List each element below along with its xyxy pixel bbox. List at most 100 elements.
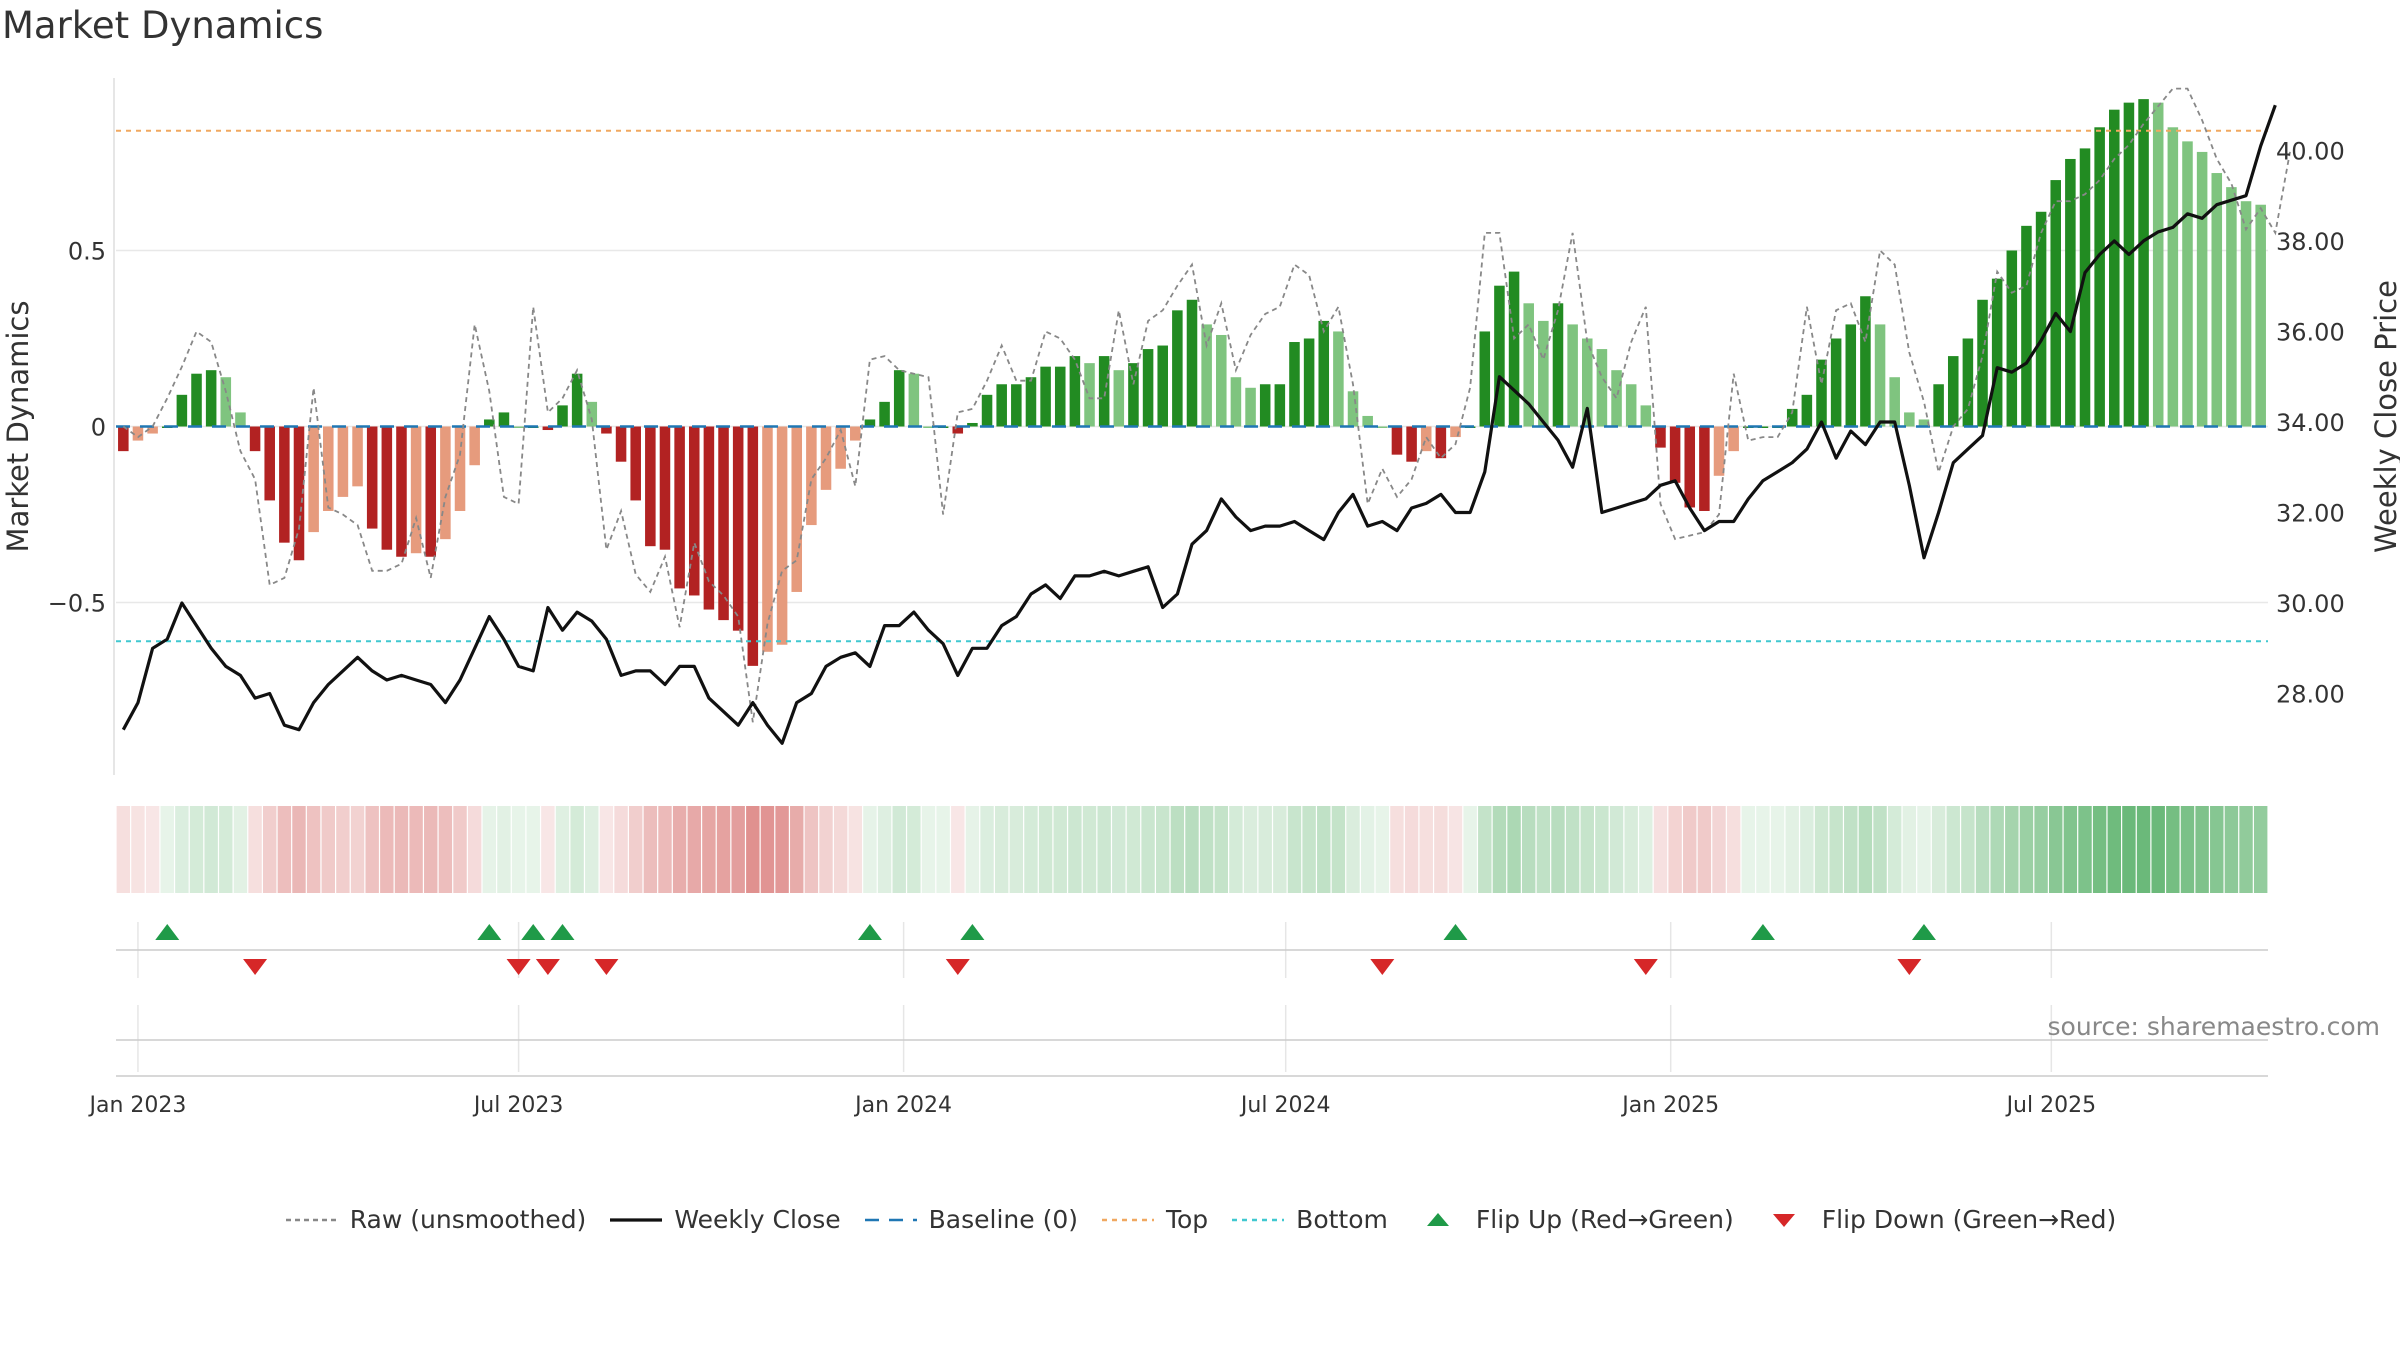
flip-up-marker [521,924,546,940]
heat-cell [1141,806,1155,893]
legend-label: Flip Down (Green→Red) [1821,1205,2117,1234]
bar [1391,426,1403,455]
bar [1508,271,1520,427]
legend-item-flip_up: Flip Up (Red→Green) [1410,1205,1734,1234]
bar [1362,415,1373,427]
bar [2255,204,2266,427]
heat-cell [1068,806,1082,893]
legend-item-top: Top [1100,1205,1208,1234]
heat-cell [2180,806,2195,893]
bar [1011,384,1022,427]
heat-cell [497,806,511,893]
bar [1333,331,1344,427]
legend-item-close: Weekly Close [608,1205,841,1234]
heat-cell [1683,806,1697,893]
bar [1655,426,1666,448]
heat-cell [555,806,570,893]
bar [1991,278,2003,427]
legend-item-raw: Raw (unsmoothed) [284,1205,586,1234]
heat-cell [1170,806,1185,893]
heat-cell [2224,806,2239,893]
bar [615,426,627,462]
heat-cell [790,806,804,893]
heat-cell [1360,806,1375,893]
bar [1567,324,1578,427]
heat-cell [2049,806,2063,893]
x-tick-label: Jan 2024 [853,1093,952,1118]
heat-cell [1536,806,1551,893]
bar [1699,426,1710,511]
heat-cell [892,806,906,893]
bar [2006,250,2018,427]
bar [118,426,129,452]
heat-cell [1829,806,1843,893]
y2-tick-label: 32.00 [2276,499,2345,527]
legend-label: Flip Up (Red→Green) [1475,1205,1734,1234]
heat-cell [1287,806,1302,893]
heat-cell [277,806,292,893]
bar [2167,127,2179,427]
bar [2240,201,2252,427]
bar [557,405,568,427]
bar [879,401,890,427]
heat-cell [365,806,379,893]
bar [2123,102,2135,427]
heat-cell [1668,806,1682,893]
heat-cell [511,806,526,893]
heat-cell [1990,806,2004,893]
heat-cell [1931,806,1946,893]
flip-up-marker [1911,924,1936,940]
heat-cell [1756,806,1770,893]
bar [923,426,934,428]
bar [732,426,744,631]
legend-swatch-top [1101,1218,1154,1221]
heat-cell [819,806,833,893]
bar [1128,363,1139,427]
heat-cell [131,806,145,893]
heat-cell [1609,806,1624,893]
bar [630,426,641,501]
bar [718,426,729,621]
bar [1040,366,1051,427]
flip-up-marker [155,924,180,940]
heat-cell [1082,806,1097,893]
heat-cell [1946,806,1960,893]
heat-cell [233,806,248,893]
heat-cell [951,806,965,893]
heat-cell [1404,806,1419,893]
heat-cell [1229,806,1243,893]
chart-lines [116,87,2291,745]
chart-axes [113,78,2268,1077]
legend-item-flip_down: Flip Down (Green→Red) [1756,1205,2117,1234]
bar [381,426,393,550]
heat-cell [2195,806,2209,893]
flip-up-marker [857,924,882,940]
source-note: source: sharemaestro.com [2047,1012,2381,1041]
heat-cell [1887,806,1902,893]
bar [747,426,759,666]
bar [1450,426,1461,438]
bar [2065,158,2076,427]
bar [1713,426,1725,476]
bar [176,394,188,427]
heat-cell [1770,806,1785,893]
bar [1523,303,1534,427]
heat-cell [994,806,1009,893]
bar [2138,99,2149,427]
bar [1054,366,1066,427]
heat-cell [1185,806,1199,893]
heat-cell [1902,806,1917,893]
heat-cell [760,806,775,893]
legend-swatch-raw [285,1218,338,1221]
heat-cell [1346,806,1360,893]
bar [1786,408,1798,427]
bar [1669,426,1681,483]
flip-down-marker [1897,959,1922,975]
heat-cell [1009,806,1024,893]
bar [279,426,290,543]
flip-up-marker [960,924,985,940]
flip-down-marker [945,959,970,975]
chart-legend: Raw (unsmoothed) Weekly Close Baseline (0)… [0,1205,2400,1234]
heat-cell [1653,806,1668,893]
